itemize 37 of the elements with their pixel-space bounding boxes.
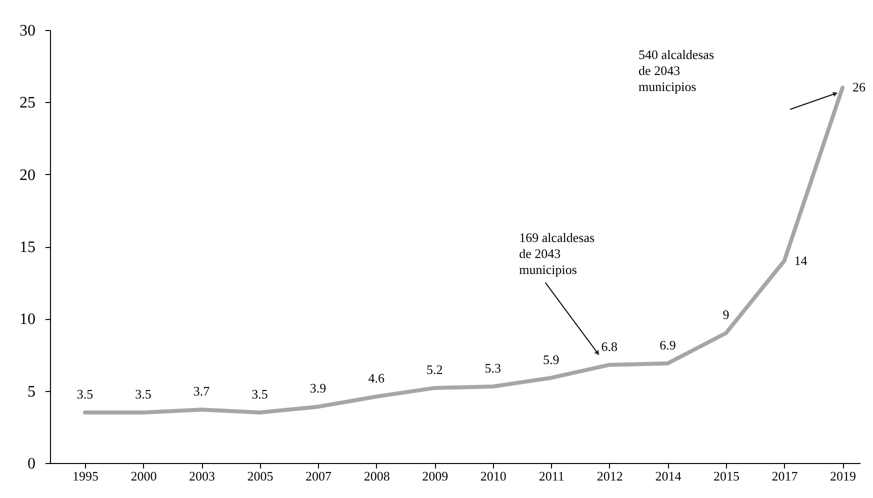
x-tick-label: 2012 [596, 468, 623, 484]
y-tick-label: 15 [20, 239, 36, 256]
y-tick-label: 0 [28, 456, 36, 472]
x-tick-label: 2005 [247, 468, 274, 484]
data-label: 6.9 [660, 337, 676, 352]
data-label: 9 [722, 307, 730, 322]
x-tick-label: 2003 [189, 468, 216, 484]
y-tick-label: 20 [20, 166, 36, 184]
x-tick-label: 2010 [480, 468, 506, 484]
data-label: 26 [852, 80, 866, 95]
y-tick-label: 5 [28, 383, 36, 400]
x-tick-label: 2007 [306, 468, 332, 484]
x-tick-label: 2011 [538, 468, 564, 484]
data-label: 5.2 [426, 362, 443, 377]
data-label: 5.3 [484, 360, 502, 376]
x-tick-label: 2019 [830, 468, 856, 484]
data-label: 3.5 [76, 386, 94, 402]
data-label: 3.5 [135, 386, 152, 402]
y-tick-label: 10 [20, 311, 36, 328]
x-tick-label: 2015 [713, 468, 740, 484]
x-tick-label: 2014 [655, 468, 682, 484]
data-label: 3.5 [252, 386, 268, 402]
data-label: 4.6 [368, 370, 385, 386]
annotation: 169 alcaldesas de 2043 municipios [519, 230, 595, 278]
data-label: 3.7 [193, 384, 210, 399]
x-tick-label: 1995 [72, 468, 98, 484]
data-label: 5.9 [543, 352, 560, 367]
y-tick-label: 25 [20, 94, 36, 112]
annotation: 540 alcaldesas de 2043 municipios [638, 46, 714, 94]
x-tick-label: 2009 [422, 468, 448, 484]
data-label: 6.8 [601, 338, 618, 354]
y-tick-label: 30 [20, 22, 36, 40]
x-tick-label: 2008 [364, 468, 390, 484]
x-tick-label: 2000 [130, 468, 157, 484]
data-label: 14 [794, 252, 808, 268]
data-label: 3.9 [310, 380, 326, 396]
x-tick-label: 2017 [772, 468, 798, 484]
